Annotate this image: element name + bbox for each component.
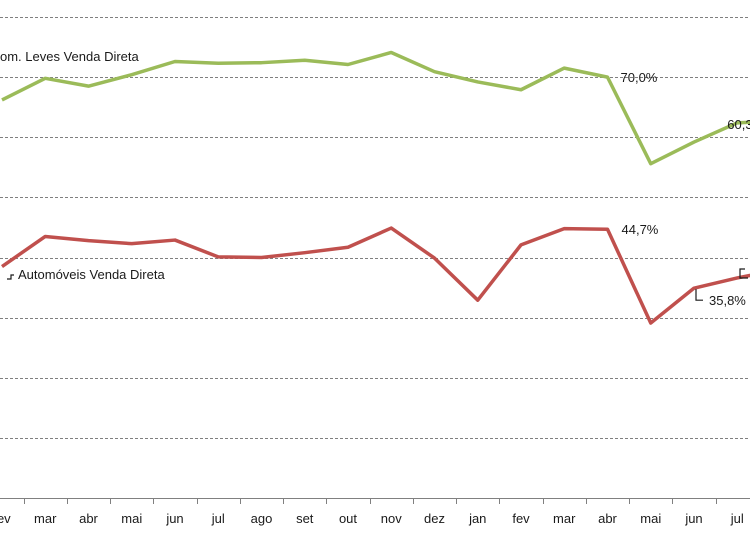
- x-tick-label: jul: [211, 511, 225, 526]
- data-labels: om. Leves Venda Direta Automóveis Venda D…: [0, 49, 750, 308]
- x-tick-label: jan: [468, 511, 486, 526]
- x-tick-label: mai: [121, 511, 142, 526]
- x-tick-label: fev: [0, 511, 11, 526]
- data-label: 70,0%: [621, 70, 658, 85]
- x-tick-label: jun: [165, 511, 183, 526]
- series-line-0: [1, 50, 750, 166]
- series-label-leves: om. Leves Venda Direta: [0, 49, 140, 64]
- data-label: 35,8%: [709, 293, 746, 308]
- x-tick-label: dez: [424, 511, 445, 526]
- x-tick-label: out: [339, 511, 357, 526]
- data-label-leader: [695, 289, 703, 301]
- data-label-leader: [739, 268, 748, 279]
- x-tick-label: abr: [79, 511, 98, 526]
- data-label: 44,7%: [622, 222, 659, 237]
- series-lines: [1, 50, 750, 325]
- x-tick-label: jul: [730, 511, 744, 526]
- x-tick-label: mar: [34, 511, 57, 526]
- x-tick-label: ago: [251, 511, 273, 526]
- leader-line: [7, 274, 14, 280]
- x-tick-label: jun: [684, 511, 702, 526]
- x-axis: fev mar abr mai jun jul ago set out nov dez jan fev m…: [0, 498, 750, 526]
- series-line-1: [1, 226, 750, 325]
- x-tick-label: nov: [381, 511, 402, 526]
- x-tick-label: set: [296, 511, 314, 526]
- x-tick-label: abr: [598, 511, 617, 526]
- data-label: 60,3%: [727, 117, 750, 132]
- x-tick-label: fev: [512, 511, 530, 526]
- x-tick-label: mar: [553, 511, 576, 526]
- x-tick-label: mai: [640, 511, 661, 526]
- series-label-automoveis: Automóveis Venda Direta: [18, 267, 165, 282]
